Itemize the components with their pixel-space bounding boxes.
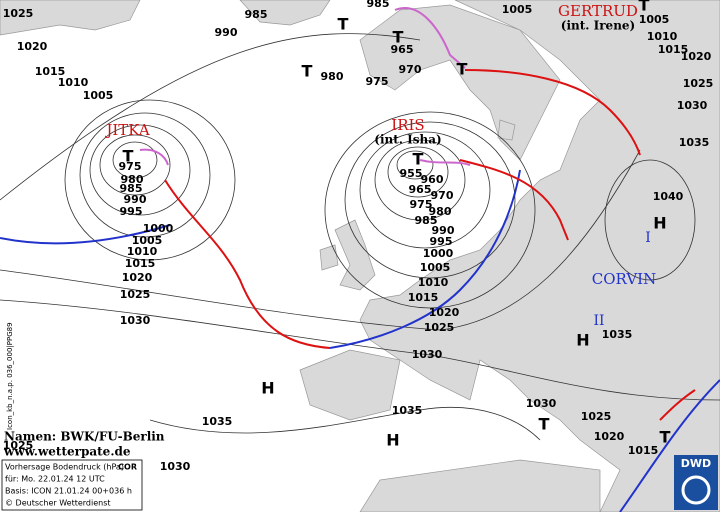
isobar-label: 975 (119, 160, 142, 173)
isobar-label: 1035 (602, 328, 633, 341)
isobar-label: 1010 (647, 30, 678, 43)
system-note: (int. Irene) (561, 19, 635, 33)
isobar-label: 1020 (17, 40, 48, 53)
isobar-label: 1025 (3, 7, 34, 20)
pressure-center: T (660, 428, 671, 447)
isobar-label: 1025 (3, 439, 34, 452)
info-valid: für: Mo. 22.01.24 12 UTC (5, 475, 105, 484)
isobar-label: 985 (415, 214, 438, 227)
isobar-label: 1005 (639, 13, 670, 26)
isobar-label: 1025 (581, 410, 612, 423)
isobar-label: 1030 (677, 99, 708, 112)
isobar-label: 985 (120, 182, 143, 195)
isobar-label: 1020 (681, 50, 712, 63)
isobar-label: 995 (120, 205, 143, 218)
pressure-center: H (261, 379, 274, 398)
isobar-label: 1020 (122, 271, 153, 284)
isobar-label: 955 (400, 167, 423, 180)
isobar-label: 1000 (423, 247, 454, 260)
system-name: JITKA (104, 121, 150, 139)
isobar-label: 1005 (83, 89, 114, 102)
isobar-label: 1005 (132, 234, 163, 247)
info-tag: COR (118, 463, 137, 472)
isobar-label: 1025 (120, 288, 151, 301)
pressure-center: T (639, 0, 650, 15)
system-name: GERTRUD (558, 2, 638, 20)
isobar-label: 985 (367, 0, 390, 10)
pressure-center: T (302, 62, 313, 81)
isobar-label: 1000 (143, 222, 174, 235)
isobar-label: 1030 (160, 460, 191, 473)
isobar-label: 1025 (424, 321, 455, 334)
isobar-label: 1015 (125, 257, 156, 270)
info-copyright: © Deutscher Wetterdienst (5, 499, 111, 508)
isobar-label: 985 (245, 8, 268, 21)
isobar-label: 1015 (408, 291, 439, 304)
credit: www.wetterpate.de (3, 445, 131, 459)
isobar-label: 975 (410, 198, 433, 211)
pressure-center: T (457, 60, 468, 79)
isobar-label: 1015 (628, 444, 659, 457)
side-text: Icon_kb_n.a.p. 036_000|PPG89 (6, 322, 14, 430)
isobar-label: 965 (409, 183, 432, 196)
isobar-label: 1035 (202, 415, 233, 428)
pressure-center: T (413, 150, 424, 169)
isobar-label: 980 (321, 70, 344, 83)
info-base: Basis: ICON 21.01.24 00+036 h (5, 487, 132, 496)
credit: Namen: BWK/FU-Berlin (4, 430, 165, 444)
logo-text: DWD (681, 457, 711, 470)
pressure-center: H (576, 331, 589, 350)
logo: DWD (674, 455, 718, 510)
system-name: CORVIN (592, 270, 656, 288)
system-name: IRIS (391, 116, 424, 134)
isobar-label: 1010 (58, 76, 89, 89)
isobar-label: 970 (399, 63, 422, 76)
isobar-label: 1010 (418, 276, 449, 289)
pressure-center: T (123, 147, 134, 166)
isobar-label: 1030 (120, 314, 151, 327)
isobar-label: 990 (215, 26, 238, 39)
isobar-label: 980 (121, 173, 144, 186)
isobar-label: 980 (429, 205, 452, 218)
isobar-label: 1020 (429, 306, 460, 319)
fronts (0, 7, 720, 512)
isobar-label: 995 (430, 235, 453, 248)
pressure-center: T (338, 15, 349, 34)
cell-label: I (645, 230, 651, 246)
isobar-label: 1035 (392, 404, 423, 417)
pressure-center: T (539, 415, 550, 434)
isobar-label: 1030 (526, 397, 557, 410)
isobar-label: 1040 (653, 190, 684, 203)
isobar-label: 1020 (594, 430, 625, 443)
isobar-label: 1030 (412, 348, 443, 361)
isobar-label: 990 (432, 224, 455, 237)
isobar-label: 970 (431, 189, 454, 202)
info-title: Vorhersage Bodendruck (hPa) (5, 463, 124, 472)
isobar-label: 1035 (679, 136, 710, 149)
pressure-center: H (386, 431, 399, 450)
isobar-label: 975 (366, 75, 389, 88)
isobars (0, 33, 720, 441)
isobar-label: 965 (391, 43, 414, 56)
pressure-center: T (393, 28, 404, 47)
isobar-label: 1015 (658, 43, 689, 56)
isobar-label: 1015 (35, 65, 66, 78)
isobar-label: 1025 (683, 77, 714, 90)
pressure-center: H (653, 214, 666, 233)
isobar-label: 1005 (420, 261, 451, 274)
system-note: (int. Isha) (374, 133, 441, 147)
isobar-label: 960 (421, 173, 444, 186)
isobar-label: 1005 (502, 3, 533, 16)
isobar-label: 990 (124, 193, 147, 206)
info-box: Vorhersage Bodendruck (hPa)COR für: Mo. 2… (1, 459, 143, 511)
cell-label: II (593, 313, 604, 329)
isobar-label: 1010 (127, 245, 158, 258)
